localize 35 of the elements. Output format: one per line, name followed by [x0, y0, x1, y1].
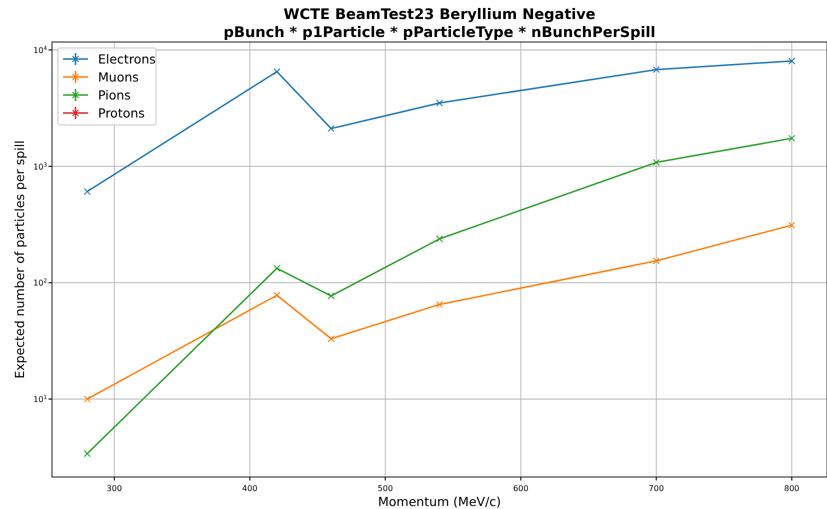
- x-tick-label: 700: [648, 484, 664, 493]
- point: [788, 222, 796, 229]
- y-tick-label: 10$^{4}$: [33, 44, 48, 55]
- point: [273, 292, 280, 299]
- point: [328, 335, 335, 342]
- x-tick-label: 800: [784, 484, 800, 493]
- point: [436, 99, 443, 106]
- x-tick-label: 400: [242, 484, 258, 493]
- legend-label: Electrons: [98, 52, 156, 66]
- point: [84, 396, 91, 403]
- point: [84, 450, 91, 458]
- y-axis-title: Expected number of particles per spill: [12, 140, 27, 379]
- y-tick-label: 10$^{1}$: [33, 394, 48, 404]
- y-tick-label: 10$^{3}$: [33, 161, 48, 172]
- legend-label: Muons: [98, 70, 139, 84]
- point: [328, 292, 335, 300]
- point: [788, 57, 796, 64]
- point: [652, 257, 660, 264]
- point: [273, 264, 280, 272]
- x-tick-label: 600: [513, 484, 528, 493]
- point: [84, 188, 91, 196]
- legend-label: Protons: [98, 106, 145, 120]
- point: [436, 235, 443, 242]
- x-tick-label: 300: [106, 484, 122, 493]
- point: [788, 134, 796, 142]
- legend-label: Pions: [98, 88, 131, 102]
- y-tick-label: 10$^{2}$: [33, 278, 47, 288]
- point: [328, 125, 335, 132]
- x-tick-label: 500: [378, 484, 393, 493]
- point: [652, 158, 660, 166]
- point: [652, 66, 660, 74]
- point: [436, 300, 443, 308]
- chart-title: WCTE BeamTest23 Beryllium Negative pBunch * p1Particle * pParticleType * nBunchPerSpill: [224, 7, 656, 41]
- x-axis-title: Momentum (MeV/c): [378, 494, 502, 509]
- point: [273, 68, 280, 76]
